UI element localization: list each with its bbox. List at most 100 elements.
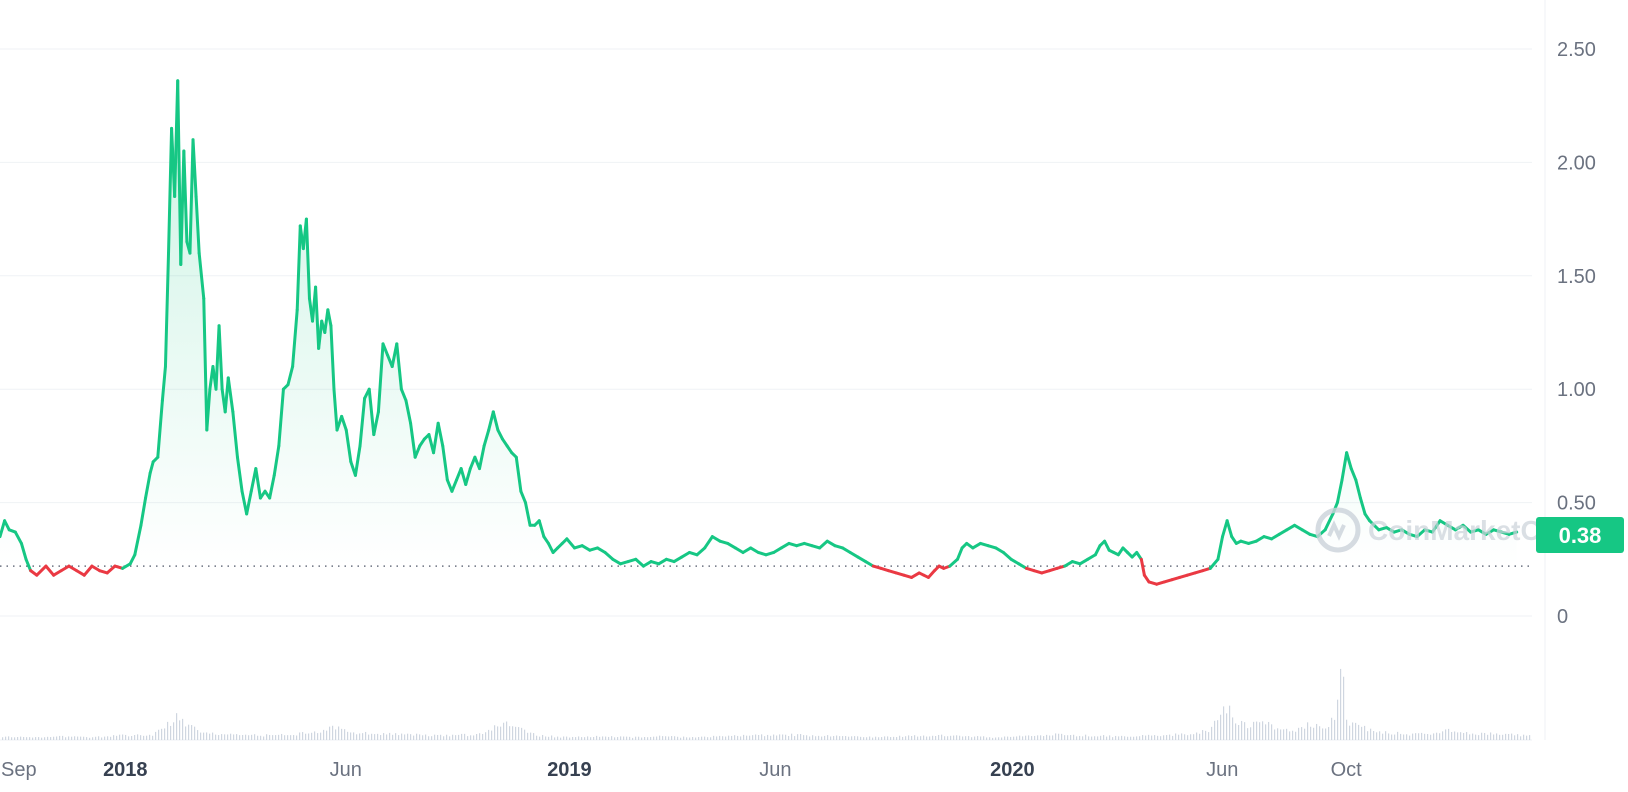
- volume-bar: [971, 737, 973, 740]
- price-segment: [482, 428, 491, 448]
- volume-bar: [83, 736, 85, 740]
- volume-bar: [638, 736, 640, 740]
- volume-bar: [878, 737, 880, 740]
- price-segment: [1415, 528, 1427, 539]
- volume-bar: [452, 734, 454, 740]
- volume-bar: [149, 734, 151, 740]
- volume-bar: [1190, 734, 1192, 740]
- price-segment: [436, 421, 445, 448]
- volume-bar: [1379, 731, 1381, 740]
- volume-bar: [1043, 736, 1045, 740]
- volume-bar: [1019, 735, 1021, 740]
- volume-bar: [1277, 728, 1279, 740]
- volume-bar: [1403, 734, 1405, 740]
- price-segment: [926, 569, 937, 579]
- price-segment: [217, 324, 224, 391]
- price-segment: [409, 421, 417, 459]
- volume-bar: [1058, 733, 1060, 740]
- volume-bar: [773, 734, 775, 740]
- volume-bar: [833, 736, 835, 740]
- volume-bar: [1025, 735, 1027, 740]
- volume-bar: [173, 722, 175, 740]
- price-segment: [381, 342, 390, 357]
- x-tick-label: Sep: [1, 759, 37, 781]
- price-segment: [194, 194, 201, 255]
- volume-bar: [1439, 733, 1441, 740]
- volume-bar: [479, 733, 481, 740]
- volume-bar: [887, 736, 889, 740]
- volume-bar: [308, 733, 310, 740]
- volume-bar: [194, 726, 196, 740]
- volume-bar: [635, 736, 637, 740]
- price-segment: [148, 460, 155, 475]
- volume-bar: [1259, 722, 1261, 740]
- volume-bar: [710, 737, 712, 740]
- volume-bar: [389, 732, 391, 740]
- volume-bar: [524, 729, 526, 740]
- volume-bar: [1136, 736, 1138, 740]
- volume-bar: [1448, 728, 1450, 740]
- volume-bar: [620, 736, 622, 740]
- volume-bar: [701, 736, 703, 740]
- price-line[interactable]: [0, 79, 1519, 586]
- volume-bar: [1520, 736, 1522, 740]
- volume-bar: [890, 737, 892, 740]
- volume-bar: [1454, 731, 1456, 740]
- volume-bar: [272, 735, 274, 740]
- volume-bar: [245, 734, 247, 740]
- volume-bar: [827, 735, 829, 740]
- volume-bar: [557, 736, 559, 740]
- volume-bar: [965, 736, 967, 740]
- price-segment: [432, 421, 440, 455]
- volume-bar: [56, 736, 58, 740]
- volume-bar: [95, 736, 97, 740]
- volume-bar: [1085, 734, 1087, 740]
- volume-bar: [1214, 720, 1216, 740]
- price-segment: [519, 489, 527, 505]
- price-segment: [634, 557, 645, 568]
- volume-bar: [383, 733, 385, 740]
- volume-bar: [8, 736, 10, 740]
- volume-bar: [629, 736, 631, 740]
- volume-bar: [77, 736, 79, 740]
- volume-bar: [785, 734, 787, 740]
- price-segment: [0, 519, 7, 539]
- volume-bar: [581, 737, 583, 740]
- volume-bar: [1397, 731, 1399, 740]
- x-tick-year-label: 2018: [103, 759, 148, 781]
- volume-bar: [23, 736, 25, 740]
- volume-bar: [59, 735, 61, 740]
- volume-bar: [1310, 726, 1312, 740]
- volume-bar: [980, 736, 982, 740]
- volume-bar: [929, 736, 931, 740]
- volume-bar: [107, 736, 109, 740]
- volume-bar: [254, 734, 256, 740]
- volume-bar: [365, 731, 367, 740]
- volume-bar: [1469, 734, 1471, 740]
- volume-bar: [1358, 724, 1360, 740]
- volume-bar: [314, 731, 316, 740]
- volume-bar: [251, 734, 253, 740]
- price-segment: [254, 467, 262, 500]
- volume-bar: [299, 732, 301, 740]
- volume-bar: [680, 737, 682, 740]
- volume-bar: [1106, 736, 1108, 740]
- volume-bar: [374, 734, 376, 740]
- volume-bar: [1250, 727, 1252, 740]
- volume-bar: [485, 732, 487, 740]
- price-area: [0, 80, 1517, 567]
- volume-bar: [473, 735, 475, 740]
- volume-bar: [467, 736, 469, 740]
- volume-bar: [761, 734, 763, 740]
- volume-bar: [596, 735, 598, 740]
- volume-bar: [983, 736, 985, 740]
- volume-bar: [872, 737, 874, 740]
- price-segment: [413, 444, 422, 459]
- volume-bar: [1079, 735, 1081, 740]
- volume-bar: [662, 736, 664, 740]
- price-segment: [191, 138, 198, 198]
- volume-bar: [917, 736, 919, 740]
- volume-bar: [200, 732, 202, 740]
- price-segment: [24, 557, 33, 573]
